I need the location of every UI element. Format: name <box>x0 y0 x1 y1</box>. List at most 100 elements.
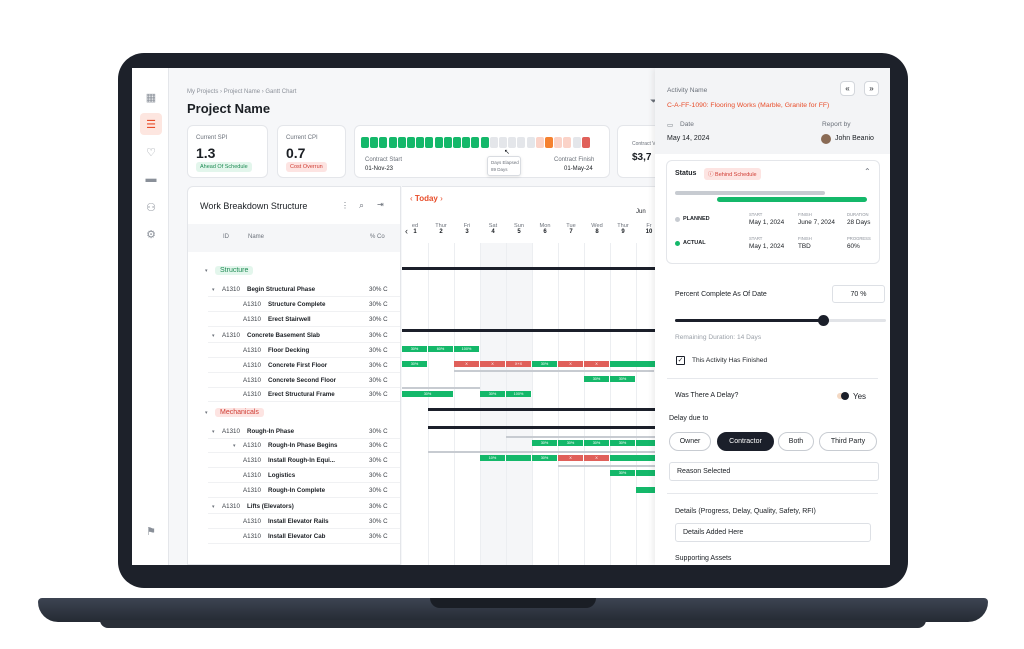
gantt-summary-bar[interactable] <box>428 408 656 411</box>
health-icon[interactable]: ♡ <box>146 146 156 159</box>
gantt-summary-bar[interactable] <box>558 465 656 467</box>
gantt-task-bar[interactable] <box>636 487 656 493</box>
prev-activity-button[interactable]: « <box>840 81 855 96</box>
contractor-option[interactable]: Contractor <box>717 432 774 451</box>
chevron-down-icon[interactable]: ▾ <box>212 286 215 293</box>
collapse-icon[interactable]: ⇥ <box>377 200 384 209</box>
row-percent: 30% C <box>369 362 388 369</box>
gantt-summary-bar[interactable] <box>402 329 656 332</box>
breadcrumb-projects[interactable]: My Projects <box>187 89 219 95</box>
today-button[interactable]: Today <box>414 194 438 203</box>
table-row[interactable]: A1310 Floor Decking 30% C <box>188 343 400 358</box>
table-row[interactable]: A1310 Rough-In Complete 30% C <box>188 483 400 498</box>
users-icon[interactable]: ⚇ <box>146 201 156 214</box>
gantt-task-bar[interactable] <box>610 455 656 461</box>
scroll-left-icon[interactable]: ‹ <box>405 226 408 236</box>
reason-select[interactable]: Reason Selected <box>669 462 879 481</box>
gantt-task-bar[interactable]: 30% <box>610 440 636 446</box>
gantt-task-bar[interactable] <box>610 361 656 367</box>
chevron-down-icon[interactable]: ▾ <box>212 332 215 339</box>
wbs-group[interactable]: ▾ Structure <box>188 263 400 278</box>
gantt-task-bar[interactable]: X+X <box>506 361 532 367</box>
chevron-up-icon[interactable]: ⌃ <box>864 167 871 176</box>
finished-checkbox[interactable]: ✓ <box>676 356 685 365</box>
list-icon[interactable]: ☰ <box>140 113 162 135</box>
table-row[interactable]: A1310 Concrete Second Floor 30% C <box>188 373 400 388</box>
slider-handle[interactable] <box>817 315 829 326</box>
gantt-task-bar[interactable]: 30% <box>532 440 558 446</box>
gantt-task-bar[interactable]: 30% <box>480 391 506 397</box>
gantt-task-bar[interactable]: 30% <box>402 361 428 367</box>
gantt-task-bar[interactable]: 10% <box>480 455 506 461</box>
chevron-down-icon[interactable]: ▾ <box>233 442 236 449</box>
gantt-summary-bar[interactable] <box>428 451 656 453</box>
both-option[interactable]: Both <box>778 432 814 451</box>
gantt-task-bar[interactable]: 30% <box>402 346 428 352</box>
gantt-summary-bar[interactable] <box>428 426 656 429</box>
gantt-task-bar[interactable] <box>636 470 656 476</box>
search-icon[interactable]: ⌕ <box>359 200 365 210</box>
table-row[interactable]: ▾ A1310 Rough-In Phase 30% C <box>188 424 400 439</box>
table-row[interactable]: ▾ A1310 Concrete Basement Slab 30% C <box>188 328 400 343</box>
today-nav[interactable]: ‹ Today › <box>410 194 443 203</box>
gantt-summary-bar[interactable] <box>402 387 480 389</box>
gantt-task-bar[interactable]: 30% <box>610 470 636 476</box>
table-row[interactable]: A1310 Install Rough-In Equi... 30% C <box>188 453 400 468</box>
details-input[interactable]: Details Added Here <box>675 523 871 542</box>
chevron-down-icon[interactable]: ▾ <box>212 428 215 435</box>
gantt-task-bar[interactable]: X <box>584 361 610 367</box>
gantt-task-bar[interactable]: 30% <box>610 376 636 382</box>
chevron-down-icon[interactable]: ▾ <box>205 409 208 416</box>
wbs-group[interactable]: ▾ Mechanicals <box>188 405 400 420</box>
gantt-summary-bar[interactable] <box>454 370 654 372</box>
gantt-task-bar[interactable]: X <box>558 455 584 461</box>
prev-icon[interactable]: ‹ <box>410 194 413 203</box>
gantt-task-bar[interactable]: 30% <box>584 376 610 382</box>
table-row[interactable]: A1310 Erect Structural Frame 30% C <box>188 387 400 402</box>
gantt-task-bar[interactable]: X <box>558 361 584 367</box>
more-icon[interactable]: ⋮ <box>341 201 349 210</box>
table-row[interactable]: A1310 Concrete First Floor 30% C <box>188 358 400 373</box>
chevron-down-icon[interactable]: ▾ <box>205 267 208 274</box>
gantt-task-bar[interactable]: X <box>454 361 480 367</box>
owner-option[interactable]: Owner <box>669 432 711 451</box>
activity-name: C-A-FF-1090: Flooring Works (Marble, Gra… <box>667 102 830 109</box>
table-row[interactable]: ▾ A1310 Begin Structural Phase 30% C <box>188 282 400 297</box>
gantt-task-bar[interactable]: 60% <box>428 346 454 352</box>
table-row[interactable]: ▾ A1310 Rough-In Phase Begins 30% C <box>188 438 400 453</box>
gantt-task-bar[interactable]: 30% <box>532 455 558 461</box>
breadcrumb-project[interactable]: Project Name <box>223 89 261 95</box>
percent-input[interactable]: 70 % <box>832 285 885 303</box>
gear-icon[interactable]: ⚙ <box>146 228 156 241</box>
gantt-summary-bar[interactable] <box>402 267 656 270</box>
percent-slider[interactable] <box>675 315 886 326</box>
gantt-task-bar[interactable]: 30% <box>532 361 558 367</box>
gantt-task-bar[interactable]: 30% <box>402 391 454 397</box>
day-gridline <box>558 243 559 565</box>
gantt-task-bar[interactable] <box>506 455 532 461</box>
flag-icon[interactable]: ⚑ <box>146 525 156 538</box>
gantt-task-bar[interactable]: X <box>584 455 610 461</box>
dashboard-icon[interactable]: ▦ <box>145 91 157 104</box>
filter-icon[interactable]: ⏷ <box>650 96 658 106</box>
table-row[interactable]: ▾ A1310 Lifts (Elevators) 30% C <box>188 499 400 514</box>
third-party-option[interactable]: Third Party <box>819 432 877 451</box>
table-row[interactable]: A1310 Erect Stairwell 30% C <box>188 312 400 327</box>
gantt-task-bar[interactable]: 30% <box>558 440 584 446</box>
gantt-task-bar[interactable]: 100% <box>506 391 532 397</box>
next-icon[interactable]: › <box>440 194 443 203</box>
chevron-down-icon[interactable]: ▾ <box>212 503 215 510</box>
gantt-task-bar[interactable] <box>636 440 656 446</box>
gantt-task-bar[interactable]: X <box>480 361 506 367</box>
contract-finish-date: 01-May-24 <box>564 166 593 172</box>
table-row[interactable]: A1310 Install Elevator Cab 30% C <box>188 529 400 544</box>
table-row[interactable]: A1310 Structure Complete 30% C <box>188 297 400 312</box>
gantt-summary-bar[interactable] <box>506 436 656 438</box>
folder-icon[interactable]: ▬ <box>145 173 157 185</box>
table-row[interactable]: A1310 Install Elevator Rails 30% C <box>188 514 400 529</box>
gantt-task-bar[interactable]: 30% <box>584 440 610 446</box>
gantt-task-bar[interactable]: 100% <box>454 346 480 352</box>
table-row[interactable]: A1310 Logistics 30% C <box>188 468 400 483</box>
next-activity-button[interactable]: » <box>864 81 879 96</box>
delay-toggle[interactable] <box>837 392 849 400</box>
